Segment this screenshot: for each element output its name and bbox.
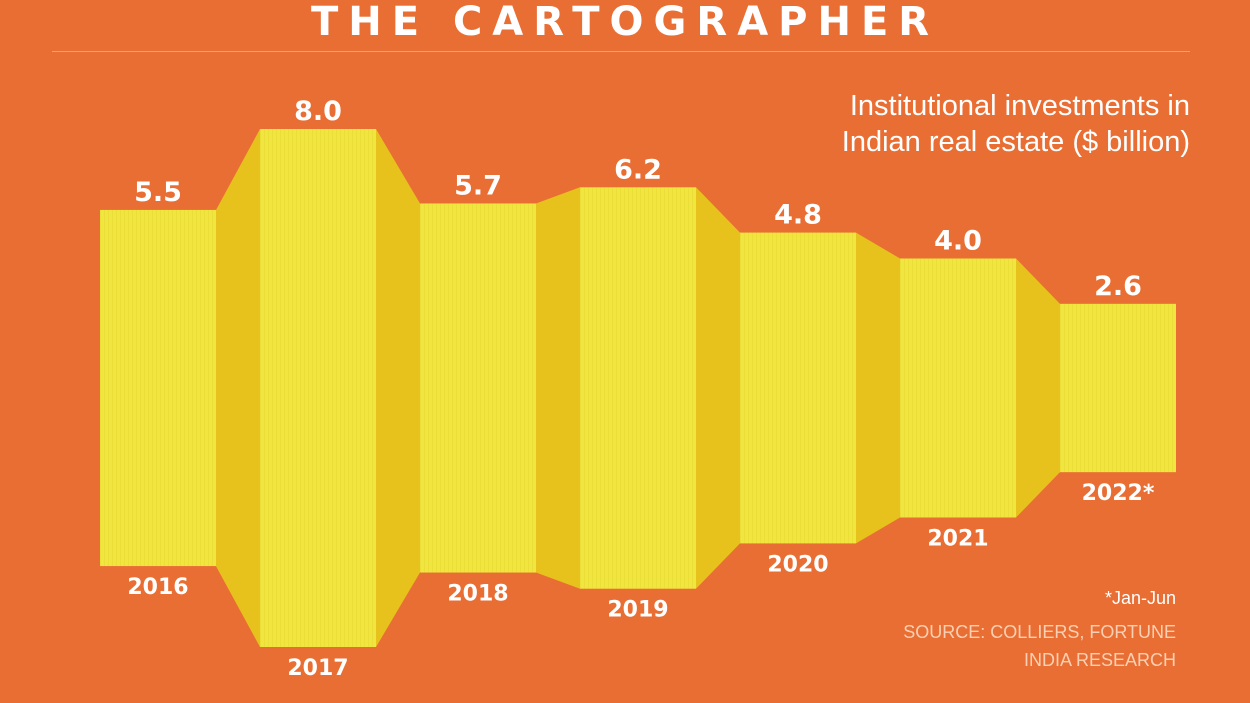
bar-connector xyxy=(696,187,740,589)
year-label: 2017 xyxy=(287,656,348,681)
year-label: 2018 xyxy=(447,582,508,607)
value-label: 2.6 xyxy=(1094,271,1142,302)
bar-2021 xyxy=(900,258,1016,518)
footnote: *Jan-Jun xyxy=(1104,588,1176,608)
bar-connector xyxy=(1016,258,1060,518)
year-label: 2016 xyxy=(127,575,188,600)
bar-2017 xyxy=(260,129,376,647)
year-label-group: 2016 2017 2018 2019 2020 2021 2022* xyxy=(127,481,1154,681)
value-label: 8.0 xyxy=(294,96,342,127)
value-label: 6.2 xyxy=(614,154,662,185)
year-label: 2021 xyxy=(927,527,988,552)
bar-connector xyxy=(216,129,260,647)
bar-2022 xyxy=(1060,303,1176,473)
connector-group xyxy=(216,129,1060,647)
value-label: 5.7 xyxy=(454,170,502,201)
source-note: SOURCE: COLLIERS, FORTUNE INDIA RESEARCH xyxy=(903,622,1176,670)
bar-2016 xyxy=(100,209,216,567)
value-label: 5.5 xyxy=(134,177,182,208)
value-label-group: 5.5 8.0 5.7 6.2 4.8 4.0 2.6 xyxy=(134,96,1142,302)
bar-connector xyxy=(376,129,420,647)
bar-connector xyxy=(536,187,580,589)
year-label: 2020 xyxy=(767,552,828,577)
year-label: 2022* xyxy=(1082,481,1155,506)
masthead-title: THE CARTOGRAPHER xyxy=(310,0,940,45)
bar-2018 xyxy=(420,203,536,573)
value-label: 4.0 xyxy=(934,226,982,257)
bar-2019 xyxy=(580,187,696,589)
bar-2020 xyxy=(740,232,856,544)
bar-connector xyxy=(856,232,900,544)
value-label: 4.8 xyxy=(774,200,822,231)
bar-group xyxy=(100,129,1176,647)
year-label: 2019 xyxy=(607,598,668,623)
chart-title: Institutional investments in Indian real… xyxy=(841,90,1190,158)
masthead-divider xyxy=(52,51,1190,52)
